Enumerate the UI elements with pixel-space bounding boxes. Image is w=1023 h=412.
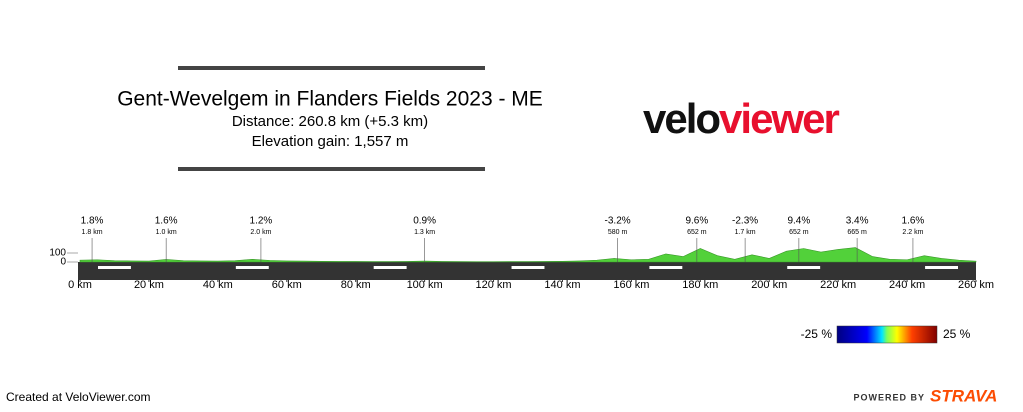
x-tick-label: 0 km <box>68 279 92 291</box>
axis-strip <box>511 266 545 269</box>
strava: STRAVA <box>930 386 997 405</box>
colorbar-label: 25 % <box>943 327 971 341</box>
climb-grade: -2.3% <box>732 216 758 227</box>
logo-part: viewer <box>719 95 839 142</box>
x-tick-label: 220 km <box>820 279 856 291</box>
logo-part: velo <box>643 95 720 142</box>
climb-grade: 3.4% <box>846 216 869 227</box>
elevation-profile <box>79 247 977 263</box>
colorbar-label: -25 % <box>801 327 833 341</box>
climb-length: 580 m <box>608 229 628 236</box>
x-tick-label: 200 km <box>751 279 787 291</box>
x-tick-label: 120 km <box>475 279 511 291</box>
x-tick-label: 60 km <box>272 279 302 291</box>
powered-by: POWERED BY <box>853 392 925 402</box>
chart-title: Gent-Wevelgem in Flanders Fields 2023 - … <box>117 88 543 111</box>
x-tick-label: 260 km <box>958 279 994 291</box>
credit: Created at VeloViewer.com <box>6 390 151 404</box>
climb-grade: 1.8% <box>81 216 104 227</box>
climb-grade: 9.6% <box>685 216 708 227</box>
axis-strip <box>787 266 821 269</box>
subtitle: Distance: 260.8 km (+5.3 km) <box>232 113 428 130</box>
axis-strip <box>235 266 269 269</box>
x-tick-label: 100 km <box>407 279 443 291</box>
climb-length: 652 m <box>789 229 809 236</box>
climb-length: 1.3 km <box>414 229 435 236</box>
climb-grade: 1.2% <box>250 216 273 227</box>
y-tick-label: 0 <box>60 257 66 268</box>
x-tick-label: 20 km <box>134 279 164 291</box>
climb-grade: 1.6% <box>902 216 925 227</box>
climb-length: 1.7 km <box>735 229 756 236</box>
subtitle: Elevation gain: 1,557 m <box>252 133 409 150</box>
climb-grade: 9.4% <box>787 216 810 227</box>
x-tick-label: 140 km <box>544 279 580 291</box>
title-rule <box>178 167 485 171</box>
y-tick-label: 100 <box>49 248 66 259</box>
title-rule <box>178 66 485 70</box>
x-tick-label: 240 km <box>889 279 925 291</box>
axis-strip <box>98 266 131 269</box>
climb-length: 1.0 km <box>156 229 177 236</box>
x-tick-label: 180 km <box>682 279 718 291</box>
axis-strip <box>649 266 683 269</box>
climb-length: 652 m <box>687 229 707 236</box>
climb-length: 2.2 km <box>902 229 923 236</box>
climb-length: 665 m <box>847 229 867 236</box>
axis-bar <box>78 262 976 280</box>
logo: veloviewer <box>643 95 839 142</box>
climb-grade: 1.6% <box>155 216 178 227</box>
x-tick-label: 40 km <box>203 279 233 291</box>
axis-strip <box>925 266 958 269</box>
x-tick-label: 80 km <box>341 279 371 291</box>
colorbar <box>836 325 938 344</box>
x-tick-label: 160 km <box>613 279 649 291</box>
climb-length: 2.0 km <box>250 229 271 236</box>
axis-strip <box>373 266 407 269</box>
climb-grade: 0.9% <box>413 216 436 227</box>
climb-length: 1.8 km <box>82 229 103 236</box>
climb-grade: -3.2% <box>605 216 631 227</box>
